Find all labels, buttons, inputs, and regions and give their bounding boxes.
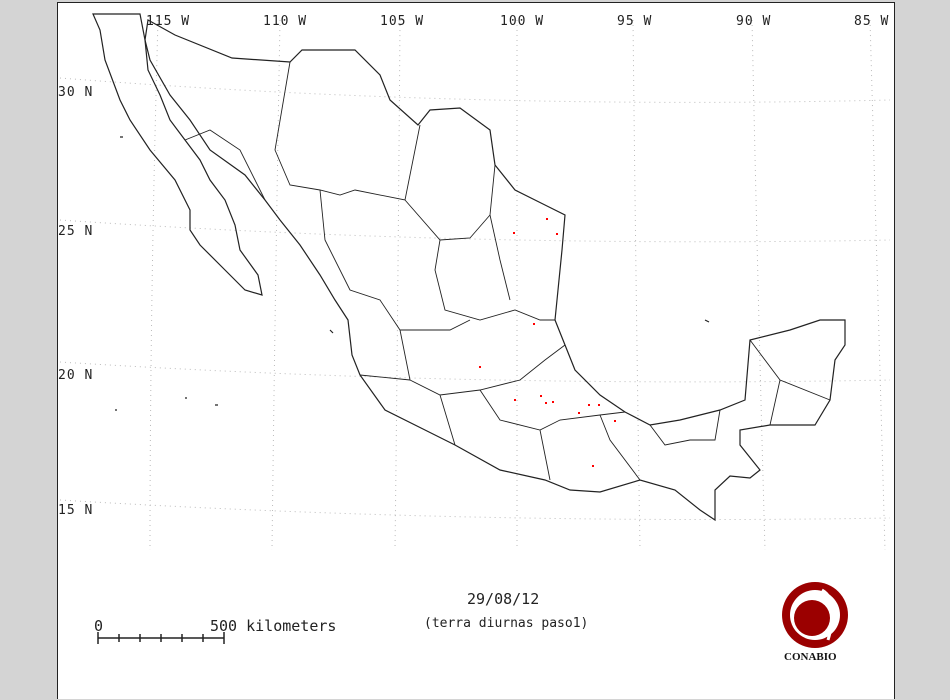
lon-label: 110 W: [263, 14, 308, 29]
hotspot-point: [546, 218, 548, 220]
lat-label: 15 N: [58, 503, 94, 518]
lat-label: 30 N: [58, 85, 94, 100]
hotspot-point: [614, 420, 616, 422]
hotspot-point: [479, 366, 481, 368]
hotspot-point: [514, 399, 516, 401]
hotspot-point: [556, 233, 558, 235]
lon-label: 115 W: [146, 14, 191, 29]
logo-text: CONABIO: [784, 651, 837, 663]
hotspot-point: [533, 323, 535, 325]
lon-label: 85 W: [854, 14, 890, 29]
state-borders: [184, 61, 831, 481]
hotspot-point: [545, 402, 547, 404]
mainland: [144, 19, 846, 522]
hotspot-point: [592, 465, 594, 467]
fire-hotspots: [479, 218, 616, 467]
scale-start-label: 0: [94, 617, 105, 635]
lat-label: 20 N: [58, 368, 94, 383]
hotspot-point: [588, 404, 590, 406]
baja-california: [92, 13, 263, 296]
scale-end-label: 500 kilometers: [210, 617, 337, 635]
lon-label: 95 W: [617, 14, 653, 29]
scale-bar: [97, 632, 225, 644]
hotspot-point: [540, 395, 542, 397]
hotspot-point: [578, 412, 580, 414]
lon-label: 100 W: [500, 14, 545, 29]
map-date: 29/08/12: [467, 590, 540, 608]
map-panel: [57, 2, 895, 699]
graticule: [59, 19, 891, 551]
lon-label: 105 W: [380, 14, 425, 29]
conabio-logo-icon: [782, 582, 848, 648]
hotspot-point: [513, 232, 515, 234]
lat-label: 25 N: [58, 224, 94, 239]
mexico-outline: [92, 13, 846, 522]
hotspot-point: [598, 404, 600, 406]
hotspot-point: [552, 401, 554, 403]
lon-label: 90 W: [736, 14, 772, 29]
map-subtitle: (terra diurnas paso1): [424, 616, 589, 631]
